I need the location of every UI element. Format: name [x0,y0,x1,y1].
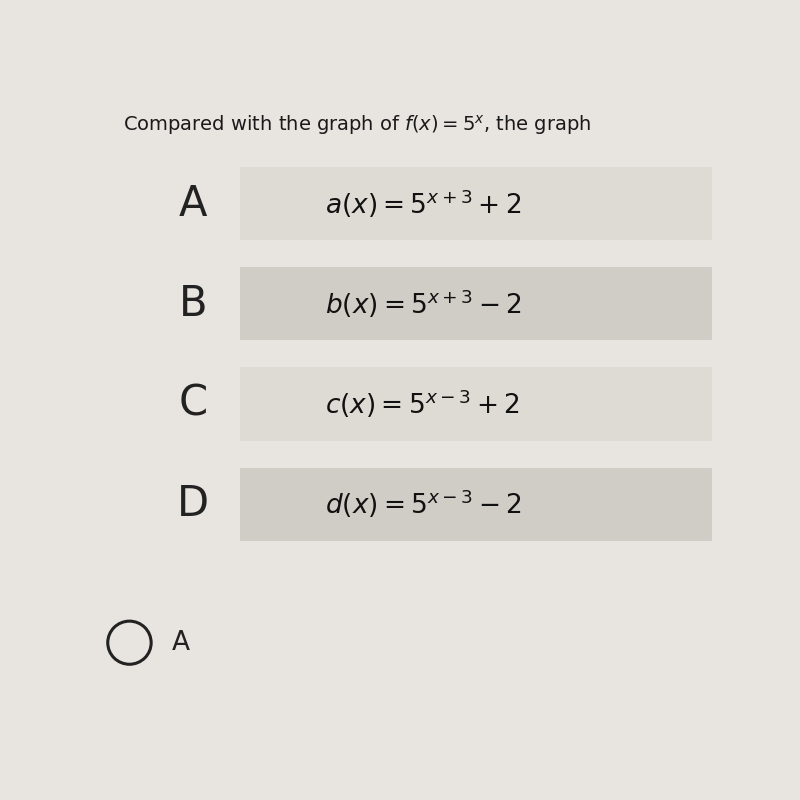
Text: C: C [178,383,207,425]
Text: Compared with the graph of $f(x) = 5^x$, the graph: Compared with the graph of $f(x) = 5^x$,… [123,114,591,138]
Text: D: D [177,483,209,525]
Circle shape [108,621,151,664]
Text: A: A [178,183,207,225]
Bar [239,467,712,541]
Text: B: B [178,283,207,325]
Text: A: A [172,630,190,656]
Bar [239,267,712,341]
Text: $d(x) = 5^{x-3} - 2$: $d(x) = 5^{x-3} - 2$ [325,488,522,520]
Text: $a(x) = 5^{x+3} + 2$: $a(x) = 5^{x+3} + 2$ [325,187,521,220]
Text: $c(x) = 5^{x-3} + 2$: $c(x) = 5^{x-3} + 2$ [325,388,519,420]
Bar [239,367,712,441]
Text: $b(x) = 5^{x+3} - 2$: $b(x) = 5^{x+3} - 2$ [325,288,522,320]
Bar [239,167,712,240]
